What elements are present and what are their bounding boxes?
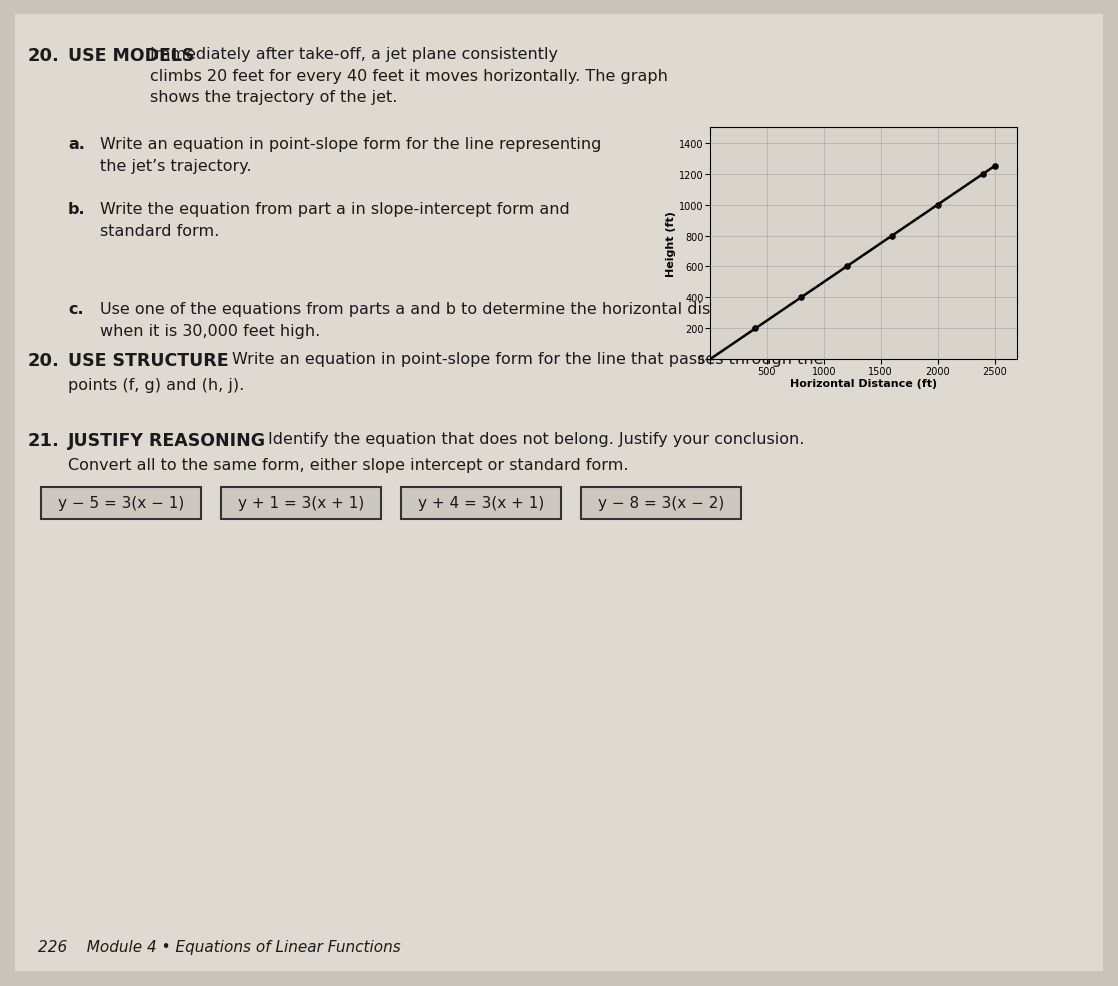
Text: USE MODELS: USE MODELS: [68, 47, 195, 65]
Text: Write an equation in point-slope form for the line that passes through the: Write an equation in point-slope form fo…: [233, 352, 824, 367]
Text: Write an equation in point-slope form for the line representing
the jet’s trajec: Write an equation in point-slope form fo…: [100, 137, 601, 174]
Text: points (f, g) and (h, j).: points (f, g) and (h, j).: [68, 378, 244, 392]
Text: JUSTIFY REASONING: JUSTIFY REASONING: [68, 432, 266, 450]
Text: y + 4 = 3(x + 1): y + 4 = 3(x + 1): [418, 496, 544, 511]
FancyBboxPatch shape: [15, 15, 1103, 971]
Text: 226    Module 4 • Equations of Linear Functions: 226 Module 4 • Equations of Linear Funct…: [38, 939, 400, 954]
FancyBboxPatch shape: [221, 487, 381, 520]
Text: 20.: 20.: [28, 352, 60, 370]
Text: Identify the equation that does not belong. Justify your conclusion.: Identify the equation that does not belo…: [268, 432, 804, 447]
Point: [974, 167, 992, 182]
Text: b.: b.: [68, 202, 86, 217]
Text: y − 5 = 3(x − 1): y − 5 = 3(x − 1): [58, 496, 184, 511]
Text: Write the equation from part a in slope-intercept form and
standard form.: Write the equation from part a in slope-…: [100, 202, 570, 239]
Point: [792, 290, 809, 306]
Text: 20.: 20.: [28, 47, 60, 65]
Text: Use one of the equations from parts a and b to determine the horizontal distance: Use one of the equations from parts a an…: [100, 302, 833, 338]
FancyBboxPatch shape: [401, 487, 561, 520]
FancyBboxPatch shape: [581, 487, 741, 520]
Text: 21.: 21.: [28, 432, 60, 450]
Point: [837, 259, 855, 275]
Text: Immediately after take-off, a jet plane consistently
climbs 20 feet for every 40: Immediately after take-off, a jet plane …: [150, 47, 667, 106]
X-axis label: Horizontal Distance (ft): Horizontal Distance (ft): [790, 379, 937, 388]
Point: [747, 321, 765, 337]
FancyBboxPatch shape: [41, 487, 201, 520]
Text: Convert all to the same form, either slope intercept or standard form.: Convert all to the same form, either slo…: [68, 458, 628, 472]
Text: USE STRUCTURE: USE STRUCTURE: [68, 352, 228, 370]
Point: [929, 197, 947, 213]
Point: [883, 229, 901, 245]
Text: c.: c.: [68, 302, 84, 317]
Y-axis label: Height (ft): Height (ft): [666, 211, 676, 277]
Text: y + 1 = 3(x + 1): y + 1 = 3(x + 1): [238, 496, 364, 511]
Text: a.: a.: [68, 137, 85, 152]
Text: y − 8 = 3(x − 2): y − 8 = 3(x − 2): [598, 496, 724, 511]
Point: [986, 159, 1004, 175]
